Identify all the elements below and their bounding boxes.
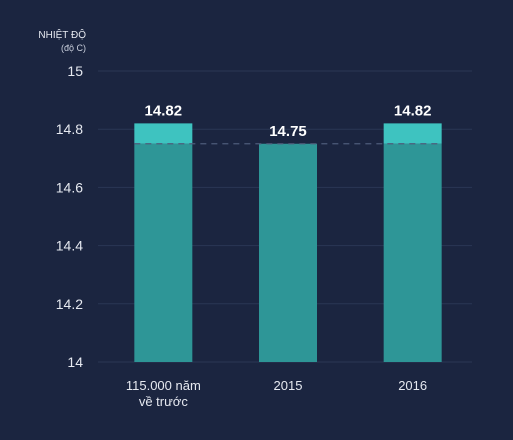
y-axis-unit: (độ C)	[61, 43, 86, 53]
bar-value-label: 14.82	[394, 102, 432, 119]
y-axis-ticks: 14 14.2 14.4 14.6 14.8 15	[56, 63, 83, 370]
x-tick-label: 2016	[398, 378, 427, 393]
bar	[259, 143, 317, 362]
x-tick-label: 2015	[274, 378, 303, 393]
y-tick-label: 14.2	[56, 296, 83, 312]
bar-excess-segment	[383, 123, 442, 144]
bars	[134, 123, 442, 362]
y-tick-label: 14	[67, 354, 83, 370]
x-tick-label: về trước	[139, 394, 189, 409]
x-tick-label: 115.000 năm	[126, 378, 201, 393]
y-tick-label: 14.6	[56, 179, 83, 195]
y-tick-label: 15	[67, 63, 83, 79]
bar-value-label: 14.82	[145, 102, 183, 119]
bar	[134, 143, 193, 362]
y-tick-label: 14.4	[56, 238, 83, 254]
value-labels: 14.82 14.75 14.82	[145, 102, 432, 139]
y-tick-label: 14.8	[56, 121, 83, 137]
y-axis-title: NHIỆT ĐỘ	[38, 28, 86, 41]
bar	[383, 143, 442, 362]
bar-excess-segment	[134, 123, 193, 144]
bar-value-label: 14.75	[269, 123, 307, 140]
